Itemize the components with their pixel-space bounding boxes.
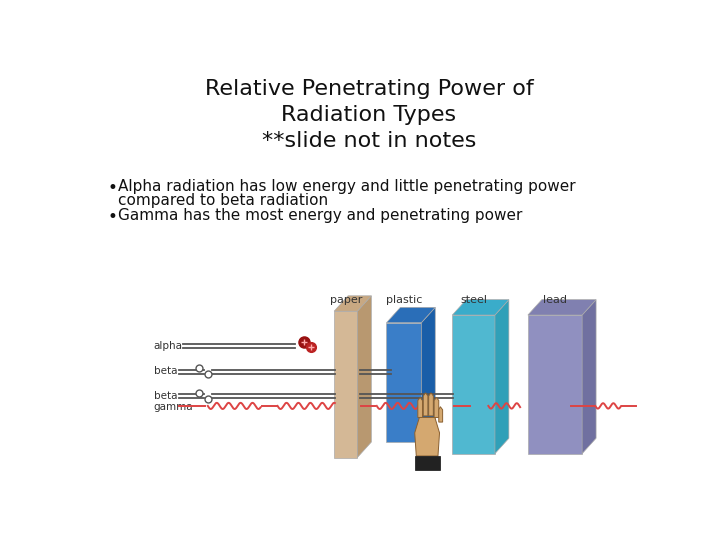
- Polygon shape: [387, 307, 436, 323]
- Polygon shape: [423, 393, 428, 416]
- Polygon shape: [528, 300, 596, 315]
- Polygon shape: [415, 456, 439, 470]
- Polygon shape: [334, 311, 357, 457]
- Polygon shape: [495, 300, 509, 454]
- Text: Relative Penetrating Power of: Relative Penetrating Power of: [204, 79, 534, 99]
- Text: alpha: alpha: [153, 341, 183, 351]
- Polygon shape: [528, 315, 582, 454]
- Text: gamma: gamma: [153, 402, 193, 411]
- Polygon shape: [415, 417, 439, 456]
- Text: Gamma has the most energy and penetrating power: Gamma has the most energy and penetratin…: [118, 208, 522, 223]
- Text: paper: paper: [330, 295, 362, 305]
- Polygon shape: [438, 407, 443, 422]
- Text: steel: steel: [460, 295, 487, 305]
- Polygon shape: [434, 397, 438, 417]
- Polygon shape: [428, 393, 433, 416]
- Text: compared to beta radiation: compared to beta radiation: [118, 193, 328, 207]
- Polygon shape: [357, 296, 372, 457]
- Text: beta: beta: [153, 366, 177, 376]
- Polygon shape: [334, 296, 372, 311]
- Polygon shape: [387, 323, 421, 442]
- Text: •: •: [107, 179, 117, 197]
- Polygon shape: [418, 397, 423, 417]
- Polygon shape: [421, 307, 436, 442]
- Polygon shape: [582, 300, 596, 454]
- Text: Alpha radiation has low energy and little penetrating power: Alpha radiation has low energy and littl…: [118, 179, 575, 194]
- Text: Radiation Types: Radiation Types: [282, 105, 456, 125]
- Text: lead: lead: [543, 295, 567, 305]
- Polygon shape: [452, 300, 509, 315]
- Polygon shape: [452, 315, 495, 454]
- Text: **slide not in notes: **slide not in notes: [262, 131, 476, 151]
- Text: beta: beta: [153, 391, 177, 401]
- Text: plastic: plastic: [386, 295, 422, 305]
- Text: •: •: [107, 208, 117, 226]
